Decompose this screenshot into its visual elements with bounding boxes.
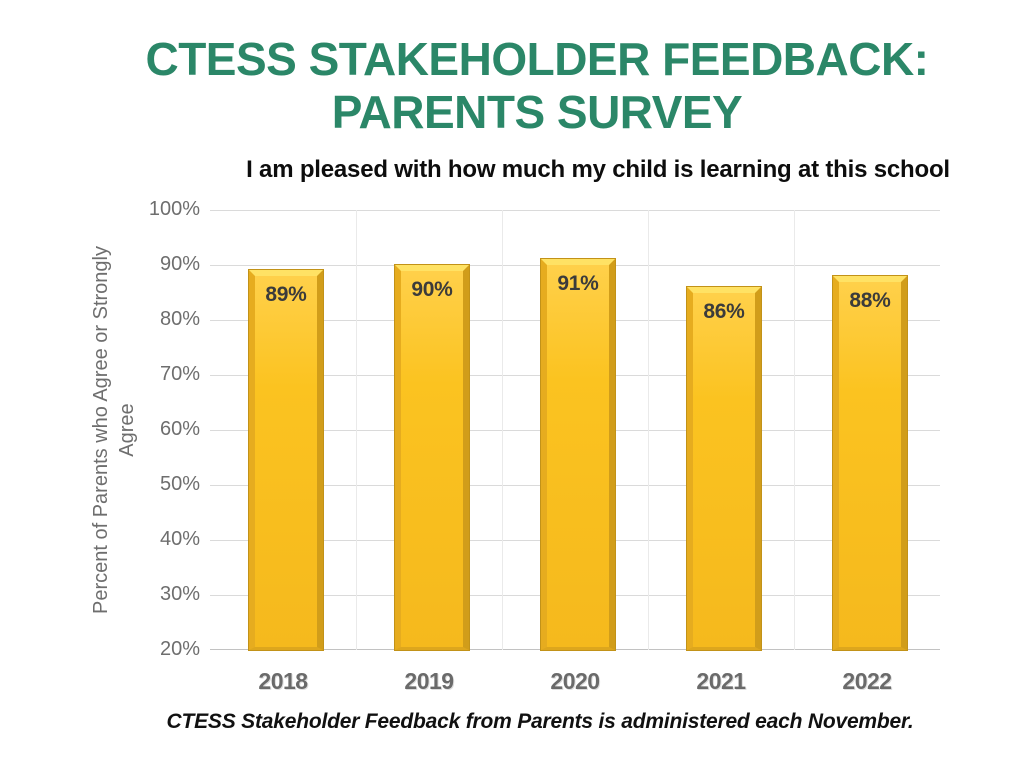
x-tick-label-2022: 2022	[842, 668, 892, 694]
bar-2020: 91%	[541, 259, 615, 650]
vertical-separator	[648, 210, 649, 650]
bar-value-label: 89%	[265, 283, 307, 306]
bar-slot: 90% 2019	[356, 210, 502, 694]
chart-title: I am pleased with how much my child is l…	[246, 156, 950, 183]
slide-title-line2: PARENTS SURVEY	[331, 86, 743, 138]
bar-slot: 89% 2018	[210, 210, 356, 694]
footnote: CTESS Stakeholder Feedback from Parents …	[166, 710, 914, 733]
bar-2022: 88%	[833, 276, 907, 650]
vertical-separator	[794, 210, 795, 650]
slide-title-line1: CTESS STAKEHOLDER FEEDBACK:	[145, 33, 929, 85]
x-tick-label-2021: 2021	[696, 668, 746, 694]
y-tick-label: 40%	[159, 528, 200, 550]
y-tick-label: 70%	[159, 363, 200, 385]
gridline	[210, 210, 940, 211]
bar-value-label: 91%	[557, 272, 599, 295]
y-tick-label: 100%	[148, 198, 200, 220]
bar-2021: 86%	[687, 287, 761, 650]
bar-value-label: 88%	[849, 289, 891, 312]
y-tick-label: 60%	[159, 418, 200, 440]
bar-slot: 86% 2021	[648, 210, 794, 694]
x-tick-label-2020: 2020	[550, 668, 600, 694]
y-tick-label: 30%	[159, 583, 200, 605]
vertical-separator	[502, 210, 503, 650]
y-tick-label: 50%	[159, 473, 200, 495]
x-tick-label-2019: 2019	[404, 668, 454, 694]
bar-slot: 88% 2022	[794, 210, 940, 694]
slide-title: CTESS STAKEHOLDER FEEDBACK: PARENTS SURV…	[60, 33, 1014, 139]
vertical-separator	[356, 210, 357, 650]
bar-2018: 89%	[249, 270, 323, 650]
y-tick-label: 20%	[159, 638, 200, 660]
bar-2019: 90%	[395, 265, 469, 650]
bar-value-label: 86%	[703, 300, 745, 323]
bar-slot: 91% 2020	[502, 210, 648, 694]
y-tick-label: 80%	[159, 308, 200, 330]
x-tick-label-2018: 2018	[258, 668, 308, 694]
y-tick-label: 90%	[159, 253, 200, 275]
plot-area: 100% 90% 80% 70% 60% 50% 40% 30% 20% 89% 2018 90% 20…	[149, 198, 940, 694]
bar-value-label: 90%	[411, 278, 453, 301]
